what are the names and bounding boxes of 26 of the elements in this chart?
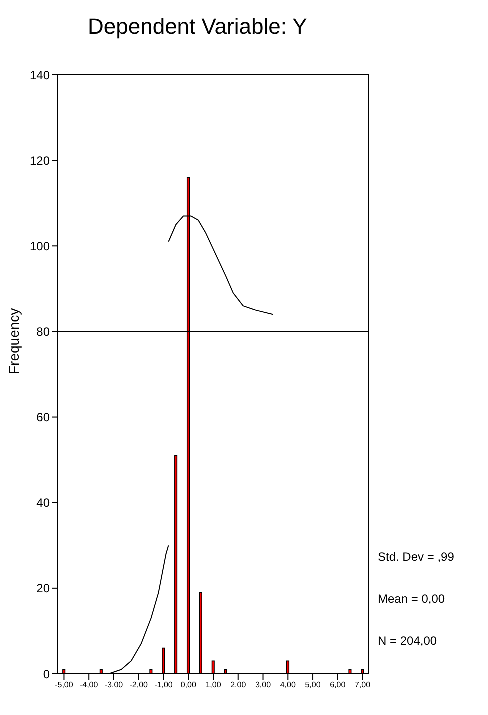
y-tick-label: 40 — [36, 496, 50, 510]
x-tick-label: -2,00 — [130, 680, 149, 690]
y-tick-label: 140 — [30, 68, 50, 82]
y-tick-label: 20 — [36, 582, 50, 596]
x-tick-label: 3,00 — [255, 680, 272, 690]
y-tick-label: 80 — [36, 324, 50, 339]
y-tick-label: 0 — [43, 667, 50, 682]
x-tick-label: -5,00 — [55, 680, 74, 690]
x-tick-label: 1,00 — [206, 680, 222, 690]
chart-title: Dependent Variable: Y — [87, 13, 308, 41]
x-tick-label: 7,00 — [354, 680, 372, 690]
y-axis-title: Frequency — [6, 308, 22, 374]
y-tick-label: 120 — [30, 154, 50, 168]
x-tick-label: 5,00 — [305, 680, 322, 690]
x-tick-label: 4,00 — [280, 680, 296, 690]
x-tick-label: 0,00 — [180, 680, 197, 690]
y-tick-label: 100 — [30, 239, 50, 254]
x-tick-label: 6,00 — [330, 680, 346, 690]
text: Std. Dev = ,99 — [378, 549, 454, 566]
x-tick-label: -4,00 — [80, 680, 99, 690]
x-tick-label: -1,00 — [154, 680, 174, 690]
x-tick-label: 2,00 — [230, 680, 247, 690]
x-tick-label: -3,00 — [104, 680, 124, 690]
text: Mean = 0,00 — [378, 591, 446, 608]
text: N = 204,00 — [378, 633, 438, 650]
y-tick-label: 60 — [36, 410, 50, 425]
